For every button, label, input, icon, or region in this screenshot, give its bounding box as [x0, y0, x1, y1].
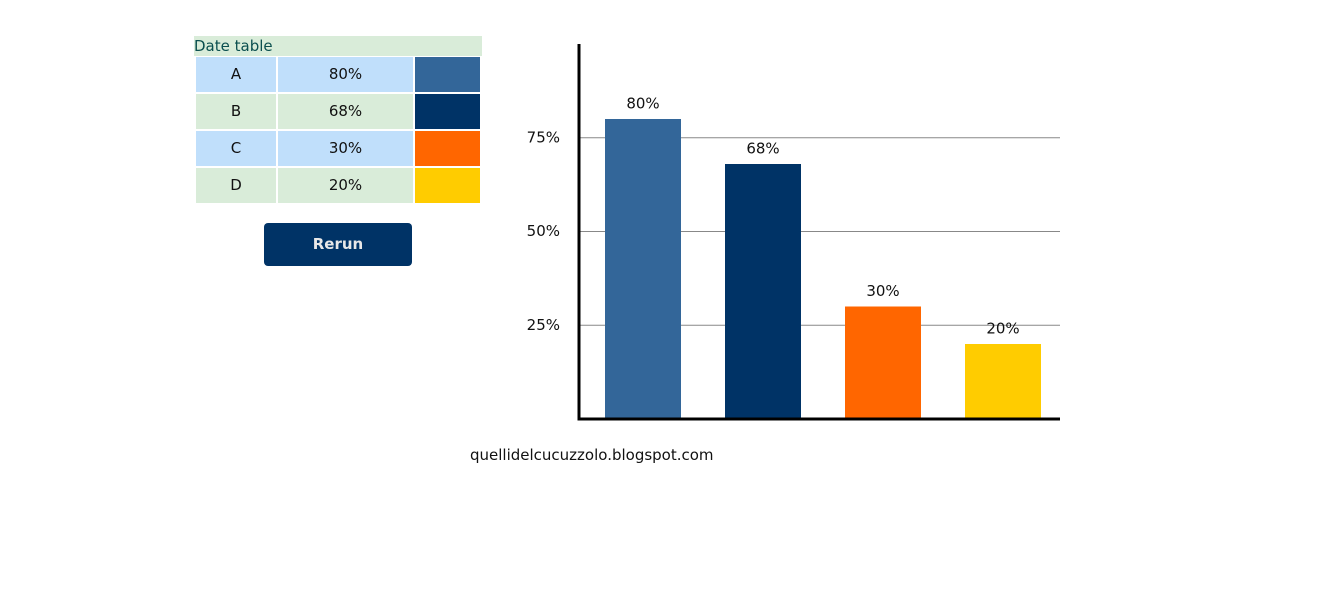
data-table: Date table A 80% B 68% C 30% D 20%	[194, 36, 482, 204]
table-row: D 20%	[194, 167, 482, 204]
row-value: 80%	[278, 57, 413, 92]
table-row: C 30%	[194, 130, 482, 167]
y-tick-label: 50%	[527, 222, 560, 240]
row-label: C	[196, 131, 276, 166]
y-tick-label: 75%	[527, 128, 560, 146]
table-caption: Date table	[194, 36, 482, 56]
row-value: 20%	[278, 168, 413, 203]
value-label: 80%	[626, 95, 659, 113]
row-label: A	[196, 57, 276, 92]
value-label: 30%	[866, 282, 899, 300]
row-label: D	[196, 168, 276, 203]
table-row: B 68%	[194, 93, 482, 130]
row-label: B	[196, 94, 276, 129]
bar	[605, 119, 681, 419]
bar	[725, 164, 801, 419]
color-swatch	[415, 168, 480, 203]
table-row: A 80%	[194, 56, 482, 93]
footer: quellidelcucuzzolo.blogspot.com	[470, 446, 714, 464]
value-label: 20%	[986, 320, 1019, 338]
color-swatch	[415, 94, 480, 129]
color-swatch	[415, 57, 480, 92]
y-tick-label: 25%	[527, 316, 560, 334]
bar	[845, 306, 921, 419]
row-value: 68%	[278, 94, 413, 129]
rerun-button[interactable]: Rerun	[264, 223, 412, 266]
value-label: 68%	[746, 140, 779, 158]
bar	[965, 344, 1041, 419]
color-swatch	[415, 131, 480, 166]
row-value: 30%	[278, 131, 413, 166]
